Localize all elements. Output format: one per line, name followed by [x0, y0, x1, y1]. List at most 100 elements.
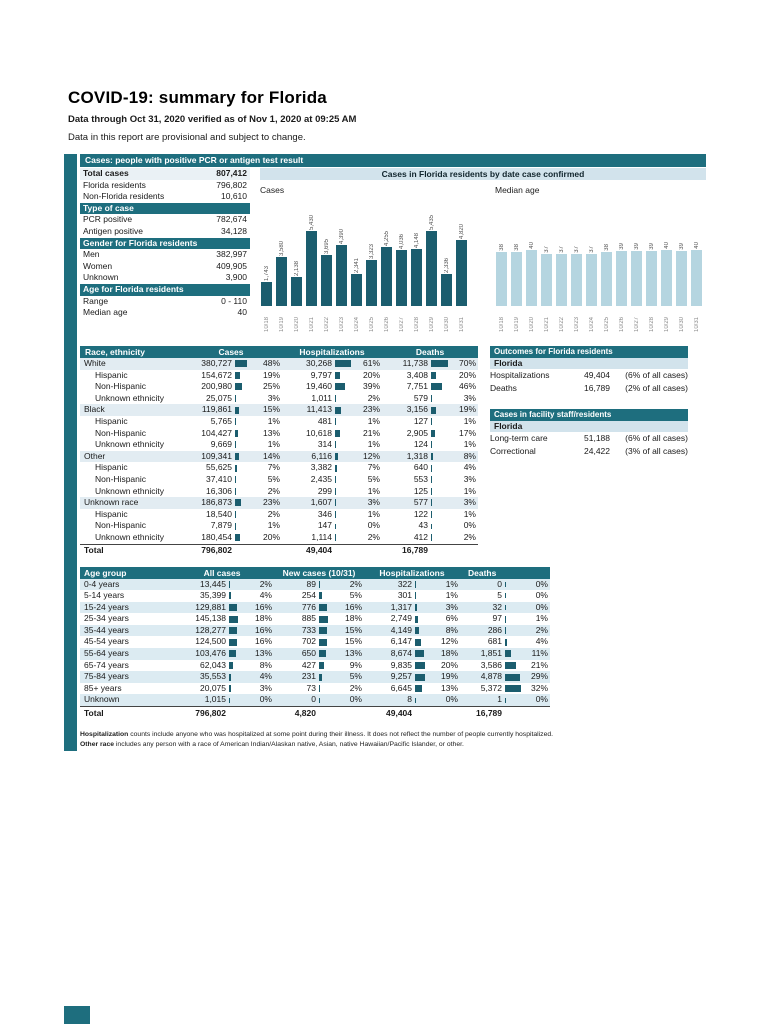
cases-pct: 3% [267, 392, 280, 403]
bar-fill [431, 383, 442, 391]
bar-fill [335, 534, 336, 542]
deaths-value: 124 [413, 439, 428, 450]
stat-label: Non-Florida residents [83, 191, 165, 202]
bar-column: 2,341 10/24 [350, 196, 363, 332]
bar-fill [431, 511, 432, 519]
hospitalizations-pct: 21% [362, 427, 380, 438]
bar-date-label: 10/26 [618, 316, 625, 332]
bar-fill [335, 395, 336, 403]
value-bar [412, 580, 434, 588]
bar [261, 282, 272, 306]
race-label: Other [84, 450, 106, 461]
bar-value-label: 5,435 [428, 214, 435, 230]
hospitalizations-pct: 1% [367, 508, 380, 519]
bar [456, 240, 467, 306]
bar-fill [431, 406, 436, 414]
value-bar [332, 464, 356, 472]
deaths-value: 3,586 [480, 659, 502, 670]
race-header-hospitalizations: Hospitalizations [299, 347, 365, 357]
deaths-value: 1,851 [480, 648, 502, 659]
charts-area: Cases in Florida residents by date case … [260, 168, 706, 332]
bar-fill [229, 592, 231, 600]
age-header-deaths: Deaths [468, 567, 497, 578]
cases-value: 5,765 [210, 415, 232, 426]
value-bar [316, 638, 338, 646]
footnote-other-race: Other race includes any person with a ra… [80, 741, 690, 748]
value-bar [502, 581, 524, 587]
value-bar [502, 604, 524, 610]
median-age-chart: Median age 38 10/18 38 10/19 40 10/20 37 10/21 3… [495, 185, 706, 332]
bar-value-label: 4,036 [398, 233, 405, 249]
value-bar [316, 685, 338, 693]
bar-date-label: 10/21 [308, 316, 315, 332]
bar [676, 251, 687, 306]
bar [691, 250, 702, 306]
stat-value: 409,905 [216, 260, 247, 271]
hospitalizations-pct: 19% [440, 671, 458, 682]
bar-value-label: 4,255 [383, 230, 390, 246]
value-bar [226, 615, 248, 623]
value-bar [502, 685, 524, 693]
hospitalizations-value: 481 [317, 415, 332, 426]
total-label: Total [84, 545, 104, 555]
cases-value: 9,669 [210, 439, 232, 450]
value-bar [502, 673, 524, 681]
stat-value: 0 - 110 [221, 295, 247, 306]
deaths-pct: 20% [458, 369, 476, 380]
value-bar [226, 650, 248, 658]
hospitalizations-total: 49,404 [306, 545, 332, 555]
age-table-row: 65-74 years 62,043 8% 427 9% 9,835 20% 3,586 21% [80, 660, 550, 672]
bar-fill [319, 580, 320, 588]
value-bar [428, 453, 452, 461]
hospitalizations-value: 19,460 [306, 381, 332, 392]
age-group-label: 15-24 years [84, 601, 129, 612]
hospitalizations-pct: 12% [362, 450, 380, 461]
cases-pct: 19% [262, 369, 280, 380]
cases-value: 25,075 [206, 392, 232, 403]
hospitalizations-pct: 7% [367, 462, 380, 473]
deaths-value: 2,905 [406, 427, 428, 438]
stats-row: Men 382,997 [80, 249, 250, 261]
left-accent-strip [64, 154, 77, 752]
bar-fill [505, 604, 506, 610]
stat-label: Total cases [83, 168, 129, 178]
row-label: Deaths [490, 382, 517, 393]
stat-value: 40 [237, 307, 247, 318]
all-cases-pct: 2% [259, 578, 272, 589]
footnote-bold: Other race [80, 741, 115, 749]
stats-row: Non-Florida residents 10,610 [80, 191, 250, 203]
deaths-value: 3,156 [406, 404, 428, 415]
hospitalizations-value: 1,114 [311, 531, 332, 542]
value-bar [226, 685, 248, 693]
hospitalizations-pct: 0% [445, 694, 458, 705]
bar [571, 254, 582, 306]
age-table-row: 55-64 years 103,476 13% 650 13% 8,674 18% 1,851… [80, 648, 550, 660]
stat-label: Range [83, 295, 109, 306]
bar-fill [319, 697, 320, 703]
facility-panel-region: Florida [490, 421, 688, 432]
hospitalizations-value: 1,011 [311, 392, 332, 403]
bar-fill [335, 371, 340, 379]
bar-fill [319, 661, 324, 669]
bar-date-label: 10/31 [693, 316, 700, 332]
race-table-row: Hispanic 154,672 19% 9,797 20% 3,408 20% [80, 370, 478, 382]
all-cases-pct: 16% [254, 636, 272, 647]
bar-fill [319, 638, 327, 646]
new-cases-pct: 13% [344, 648, 362, 659]
age-group-label: 45-54 years [84, 636, 129, 647]
deaths-total: 16,789 [476, 707, 502, 718]
bar-fill [335, 360, 351, 368]
bar-date-label: 10/19 [513, 316, 520, 332]
bar [276, 257, 287, 306]
bar-value-label: 3,323 [368, 243, 375, 259]
row-note: (3% of all cases) [625, 445, 688, 456]
stats-subheader-row: Gender for Florida residents [80, 237, 250, 250]
race-label: Hispanic [95, 462, 128, 473]
hospitalizations-pct: 0% [367, 520, 380, 531]
value-bar [332, 395, 356, 403]
deaths-value: 4,878 [480, 671, 502, 682]
deaths-pct: 32% [530, 682, 548, 693]
bar-value-label: 4,148 [413, 232, 420, 248]
bar-column: 37 10/21 [540, 196, 553, 332]
value-bar [502, 615, 524, 623]
